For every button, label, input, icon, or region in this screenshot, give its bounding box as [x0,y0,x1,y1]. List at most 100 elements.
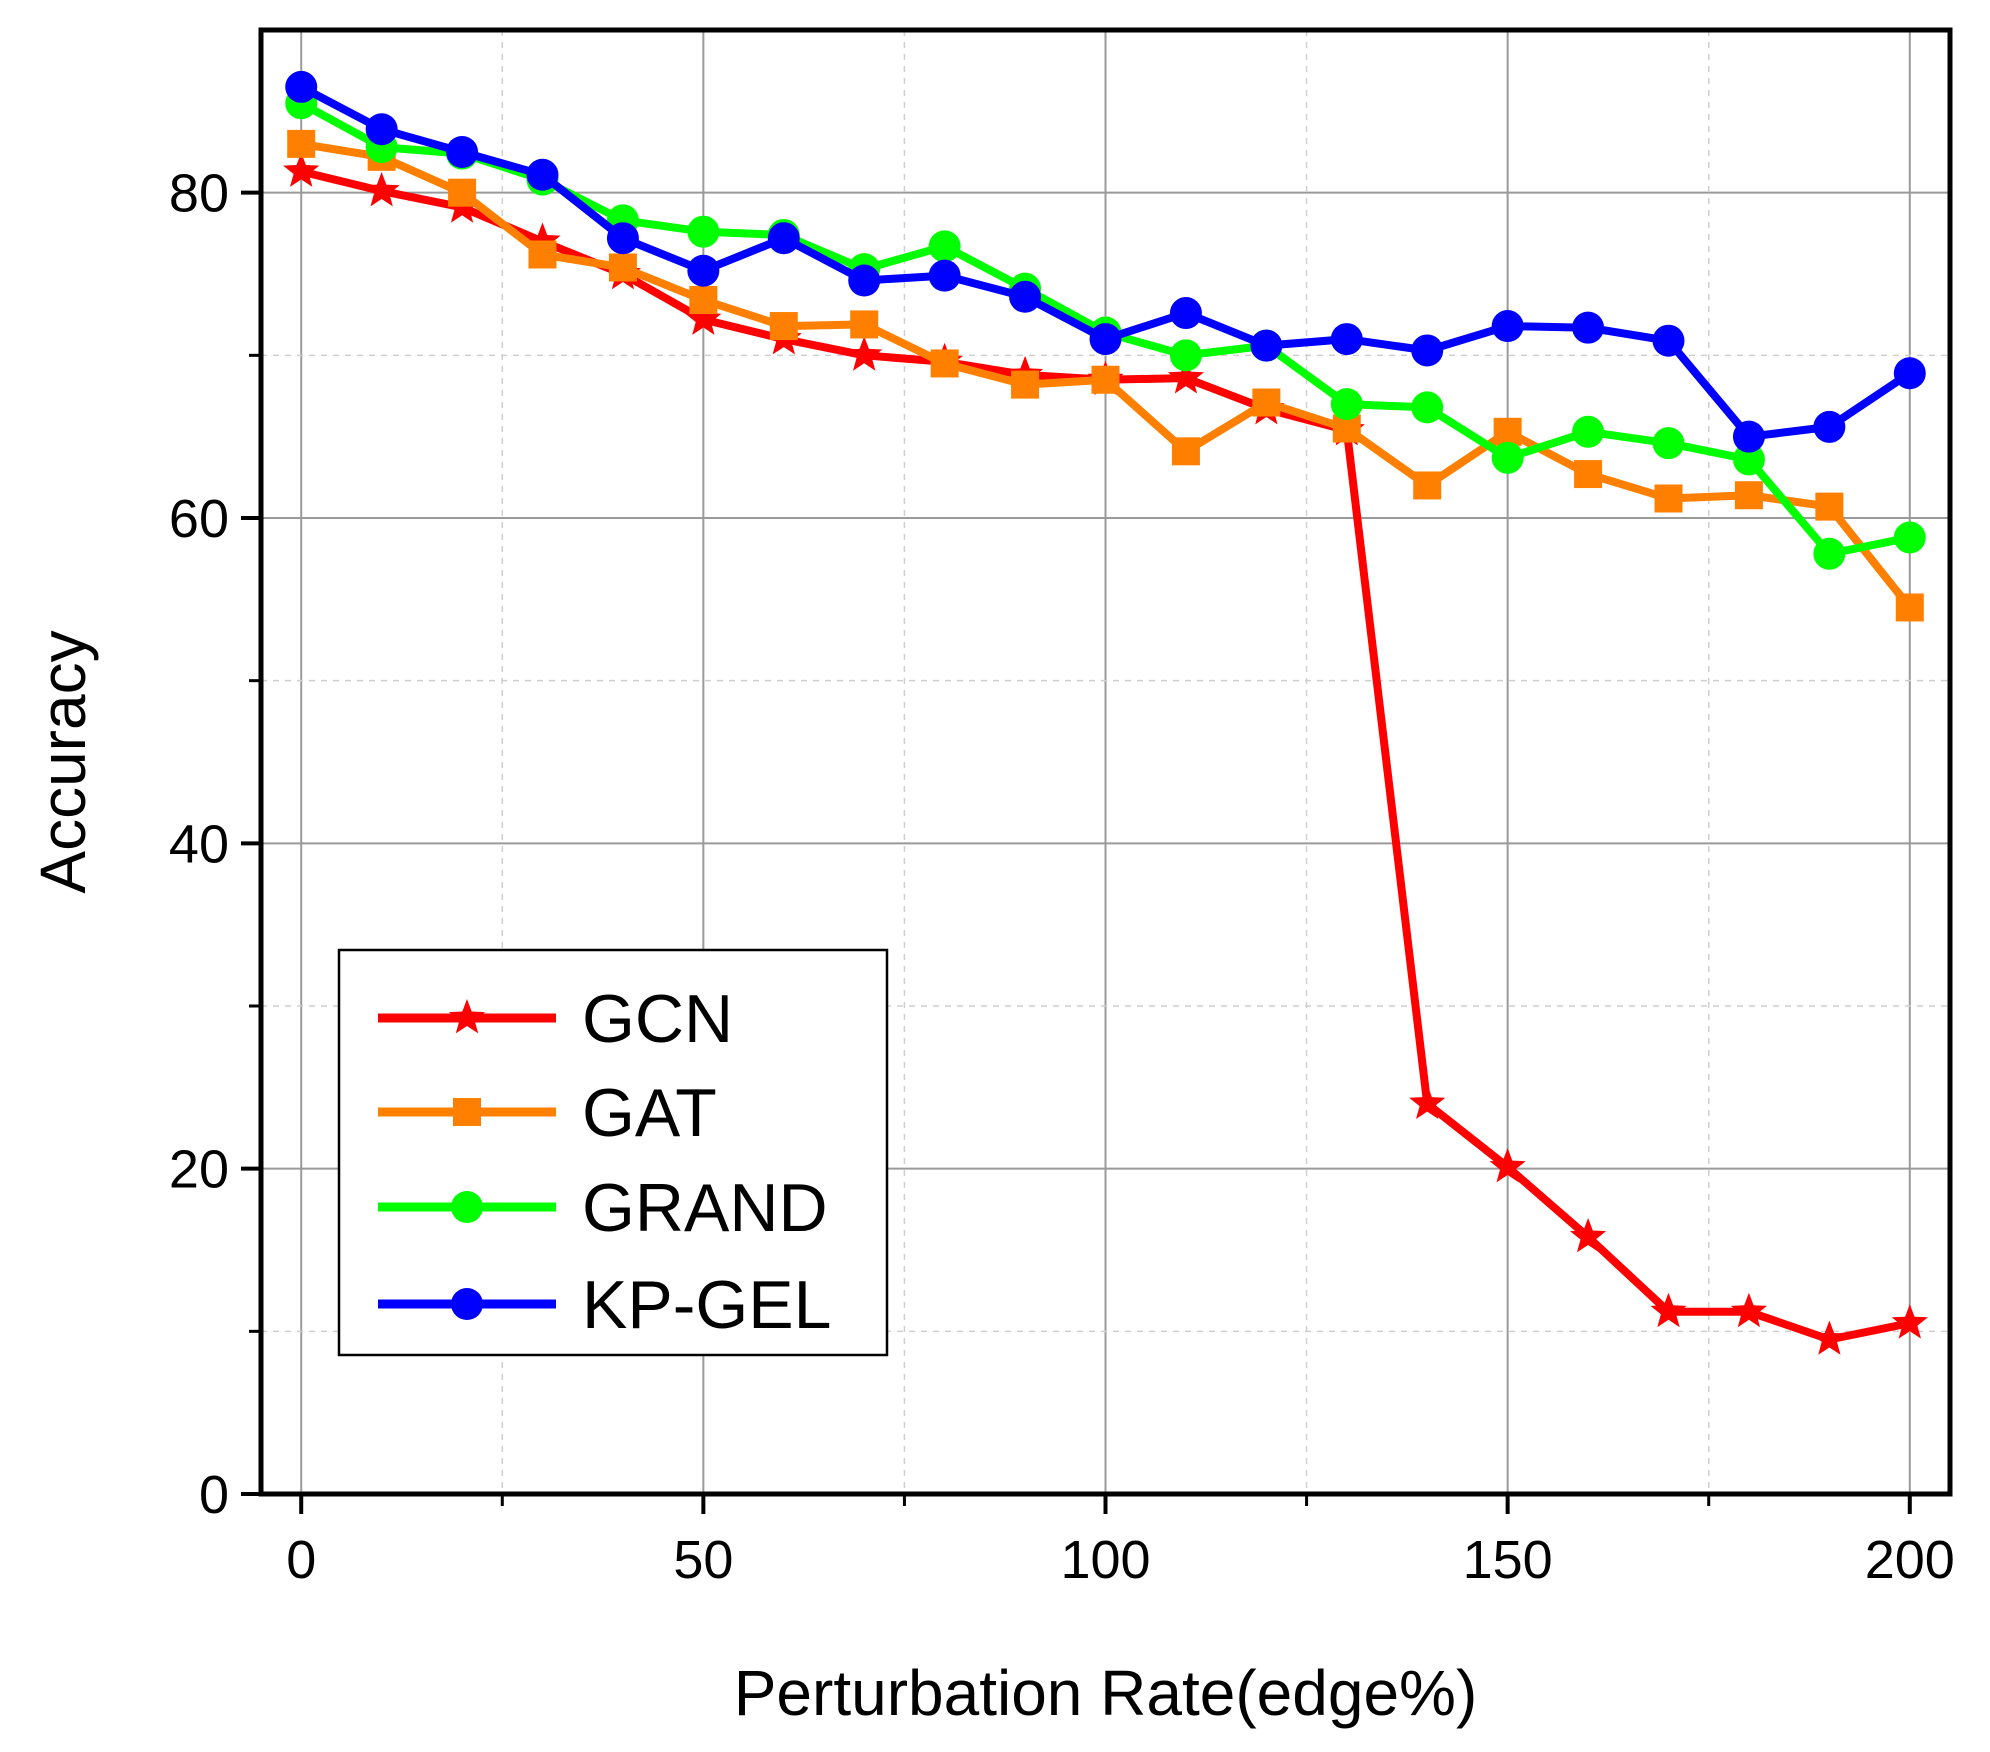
legend-marker-gcn [448,999,486,1034]
legend-entry-grand: GRAND [378,1170,828,1246]
legend-entry-gat: GAT [378,1075,717,1151]
data-point-gcn [846,336,883,371]
data-point-gcn [1650,1292,1687,1328]
data-point-gcn [685,300,722,335]
data-point-kp-gel [1089,323,1122,356]
data-point-gat [1654,484,1683,513]
x-axis-label: Perturbation Rate(edge%) [734,1657,1478,1729]
data-point-kp-gel [1411,334,1444,367]
data-point-gat [1171,437,1200,466]
legend-marker-gat [453,1098,481,1126]
data-point-gat [769,312,798,341]
legend-entry-kp-gel: KP-GEL [378,1267,831,1343]
data-point-kp-gel [1169,297,1202,330]
data-point-kp-gel [928,259,961,292]
data-point-gcn [1730,1292,1767,1328]
data-point-gat [850,310,879,339]
data-point-kp-gel [1009,280,1042,313]
data-point-gat [1734,481,1763,510]
legend-label-gat: GAT [582,1075,717,1151]
series-gat [287,129,1924,622]
data-point-grand [1491,441,1524,474]
data-point-grand [1169,339,1202,372]
data-point-kp-gel [1330,323,1363,356]
legend-entry-gcn: GCN [378,981,733,1057]
data-point-kp-gel [1250,329,1283,362]
y-tick-label: 40 [169,814,229,874]
data-point-kp-gel [767,222,800,255]
series-layer [283,70,1928,1355]
legend-label-kp-gel: KP-GEL [582,1267,831,1343]
legend-marker-grand [451,1191,483,1223]
data-point-gcn [363,172,400,207]
data-point-gcn [1167,359,1204,394]
x-tick-label: 150 [1463,1530,1553,1590]
y-tick-label: 0 [199,1465,229,1525]
data-point-kp-gel [446,136,479,168]
data-point-gat [528,240,557,269]
data-point-kp-gel [848,264,881,297]
data-point-gat [930,349,959,378]
data-point-grand [1572,415,1605,448]
data-point-gat [1895,593,1924,622]
data-point-gat [689,286,718,315]
data-point-kp-gel [526,158,559,191]
data-point-kp-gel [1491,310,1524,343]
data-point-grand [928,230,961,263]
legend-label-grand: GRAND [582,1170,828,1246]
data-point-kp-gel [1572,311,1605,344]
data-point-gat [1815,492,1844,521]
data-point-gat [1493,417,1522,446]
data-point-gcn [524,222,561,257]
x-tick-label: 50 [673,1530,733,1590]
legend-marker-shape [451,1288,483,1320]
data-point-gcn [1489,1148,1526,1183]
data-point-grand [1411,391,1444,424]
data-point-gat [1413,471,1442,500]
data-point-gcn [1409,1084,1446,1119]
data-point-gat [1252,388,1281,417]
data-point-grand [1330,388,1363,421]
data-point-gcn [1570,1218,1607,1253]
y-tick-label: 20 [169,1140,229,1200]
data-point-grand [1893,521,1926,554]
data-point-kp-gel [1813,410,1846,443]
data-point-gcn [1891,1304,1928,1339]
x-tick-label: 0 [286,1530,316,1590]
data-point-kp-gel [687,254,720,287]
y-tick-label: 60 [169,489,229,549]
legend: GCN GAT GRAND KP-GEL [337,948,889,1357]
data-point-kp-gel [285,70,318,103]
data-point-grand [1732,443,1765,476]
data-point-gcn [283,152,320,187]
data-point-gat [608,253,637,282]
data-point-gat [1011,370,1040,399]
data-point-gat [287,129,316,158]
y-axis-label: Accuracy [27,630,99,893]
legend-marker-kp-gel [451,1288,483,1320]
data-point-gat [1574,460,1603,489]
legend-label-gcn: GCN [582,981,733,1057]
data-point-gat [448,178,477,207]
data-point-kp-gel [365,113,398,146]
legend-marker-shape [451,1191,483,1223]
ticks: 0 50 100 150 200 0 20 40 60 80 [169,164,1955,1590]
x-tick-label: 100 [1060,1530,1150,1590]
series-kp-gel [285,70,1926,453]
x-tick-label: 200 [1865,1530,1955,1590]
legend-marker-shape [448,999,486,1034]
data-point-kp-gel [606,222,639,255]
data-point-kp-gel [1652,324,1685,357]
data-point-gat [1091,365,1120,394]
y-tick-label: 80 [169,164,229,224]
data-point-gcn [1811,1320,1848,1355]
data-point-grand [1652,427,1685,460]
data-point-kp-gel [1732,420,1765,453]
data-point-grand [687,215,720,248]
data-point-kp-gel [1893,357,1926,390]
legend-marker-shape [453,1098,481,1126]
data-point-grand [1813,537,1846,570]
